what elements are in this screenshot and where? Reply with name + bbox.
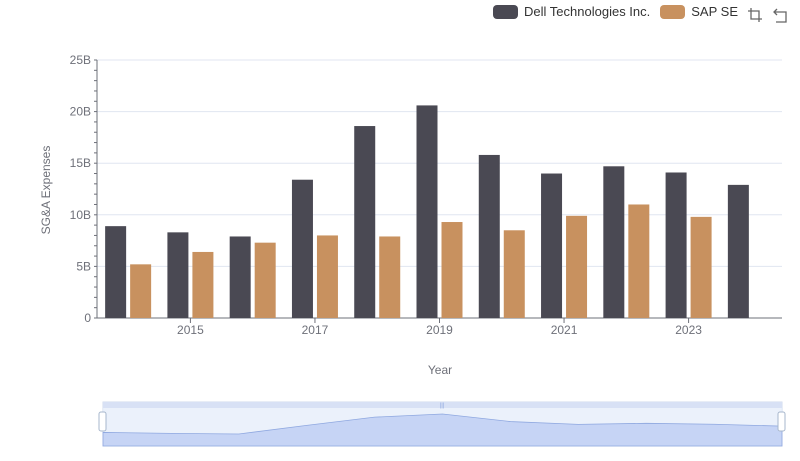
- y-tick-label: 15B: [70, 156, 91, 170]
- bar-dell-2015[interactable]: [167, 232, 189, 318]
- y-axis-title: SG&A Expenses: [39, 146, 53, 235]
- restore-icon[interactable]: [772, 6, 790, 24]
- y-tick-label: 10B: [70, 208, 91, 222]
- zoom-top-bar[interactable]: [103, 402, 782, 408]
- bar-dell-2021[interactable]: [541, 173, 563, 318]
- legend-item-dell[interactable]: Dell Technologies Inc.: [493, 4, 650, 19]
- zoom-handle-right[interactable]: [777, 411, 786, 432]
- y-tick-label: 20B: [70, 105, 91, 119]
- legend-swatch-dell: [493, 4, 519, 19]
- y-axis: 0 5B 10B 15B 20B 25B: [70, 53, 98, 325]
- bar-sap-2021[interactable]: [566, 215, 588, 318]
- zoom-grip-icon[interactable]: |||: [440, 403, 445, 409]
- bars: [105, 105, 749, 319]
- y-tick-label: 0: [84, 311, 91, 325]
- x-axis-title: Year: [428, 363, 452, 377]
- x-tick-label: 2015: [177, 323, 204, 337]
- bar-dell-2014[interactable]: [105, 226, 127, 318]
- legend-label-dell: Dell Technologies Inc.: [524, 4, 651, 19]
- legend-item-sap[interactable]: SAP SE: [660, 4, 738, 19]
- bar-sap-2022[interactable]: [628, 204, 650, 318]
- bar-dell-2017[interactable]: [291, 179, 313, 318]
- zoom-icon[interactable]: [746, 6, 764, 24]
- y-tick-label: 25B: [70, 53, 91, 67]
- bar-sap-2016[interactable]: [254, 242, 276, 318]
- bar-dell-2020[interactable]: [478, 154, 500, 318]
- legend-swatch-sap: [660, 4, 686, 19]
- bar-dell-2022[interactable]: [603, 166, 625, 318]
- bar-sap-2018[interactable]: [379, 236, 401, 318]
- bar-dell-2023[interactable]: [665, 172, 687, 318]
- x-tick-label: 2023: [675, 323, 702, 337]
- x-axis: 2015 2017 2019 2021 2023: [97, 317, 782, 337]
- y-tick-label: 5B: [76, 259, 91, 273]
- bar-sap-2019[interactable]: [441, 222, 463, 318]
- x-tick-label: 2017: [302, 323, 329, 337]
- chart-toolbox: [746, 6, 790, 24]
- data-zoom-slider[interactable]: |||: [98, 401, 786, 447]
- bar-sap-2023[interactable]: [690, 216, 712, 318]
- bar-sap-2014[interactable]: [130, 264, 152, 318]
- bar-sap-2017[interactable]: [316, 235, 338, 318]
- x-tick-label: 2021: [551, 323, 578, 337]
- zoom-handle-left[interactable]: [98, 411, 107, 432]
- bar-dell-2024[interactable]: [727, 184, 749, 318]
- zoom-preview-area: [102, 413, 783, 447]
- bar-sap-2020[interactable]: [503, 230, 525, 318]
- bar-dell-2018[interactable]: [354, 126, 376, 318]
- bar-dell-2019[interactable]: [416, 105, 438, 319]
- bar-dell-2016[interactable]: [229, 236, 251, 318]
- bar-sap-2015[interactable]: [192, 251, 214, 318]
- x-tick-label: 2019: [426, 323, 453, 337]
- legend: Dell Technologies Inc. SAP SE: [493, 4, 738, 19]
- legend-label-sap: SAP SE: [691, 4, 738, 19]
